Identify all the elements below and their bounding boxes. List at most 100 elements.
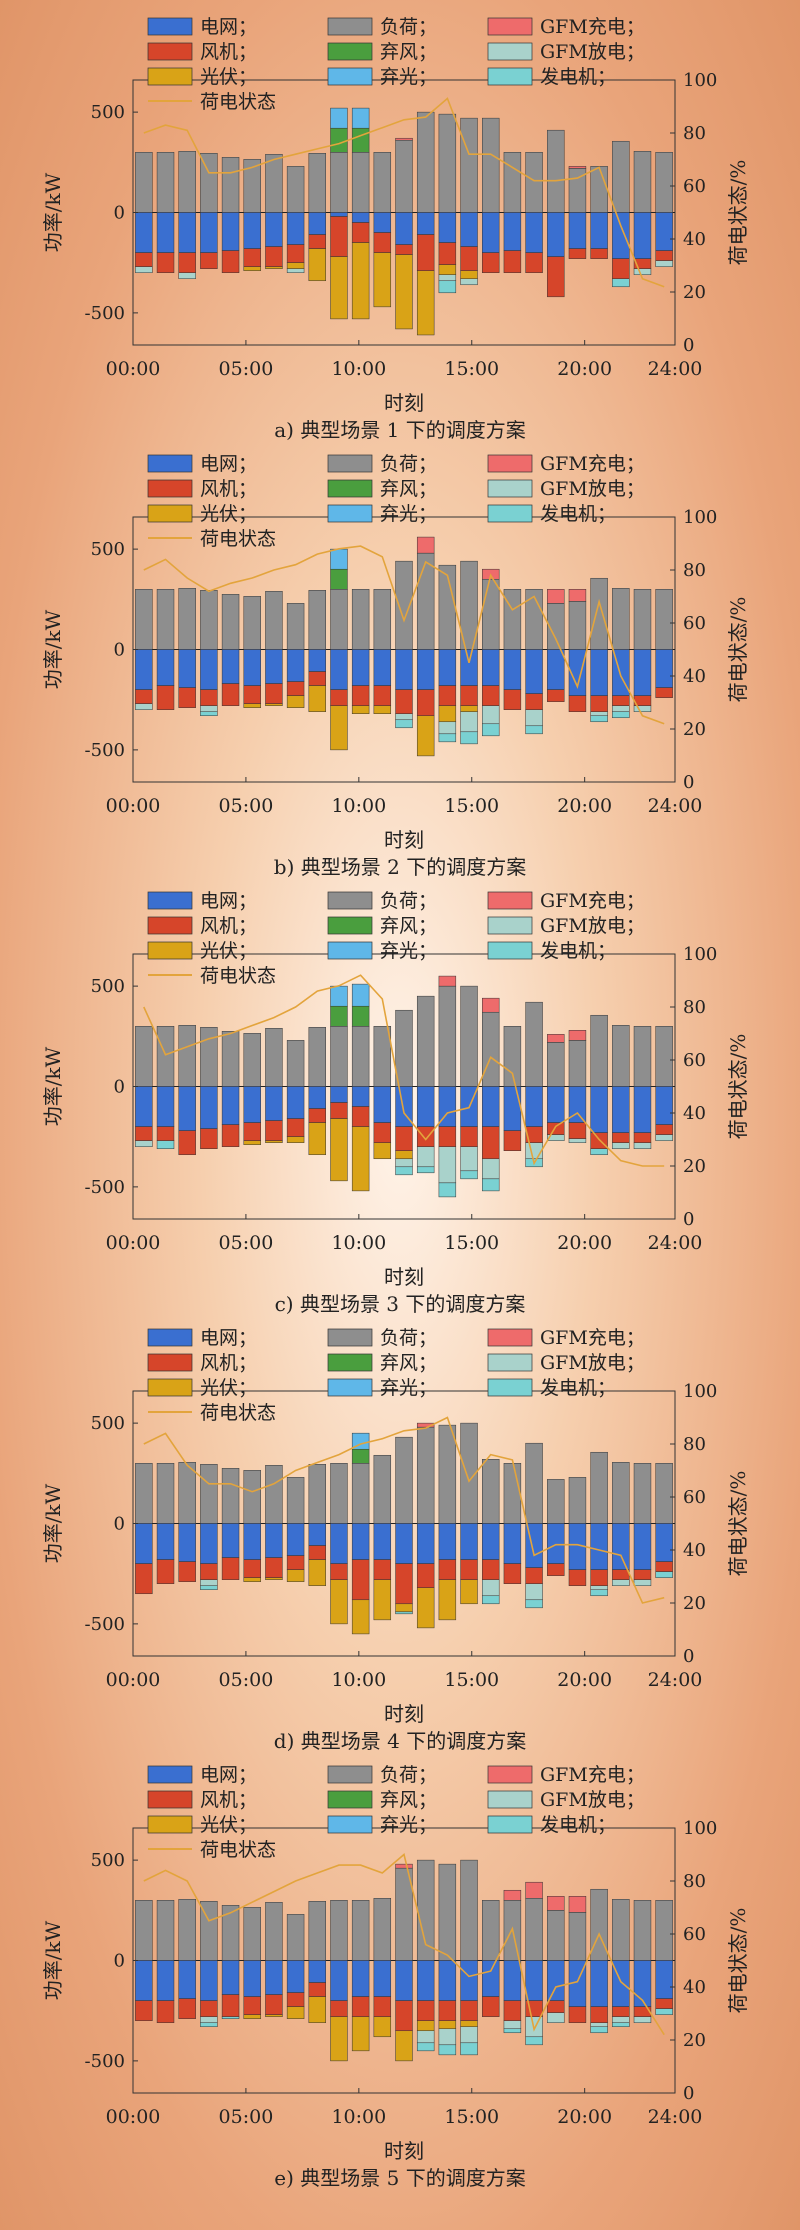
bar-gen [438,2044,457,2056]
legend-swatch-grid [147,1328,193,1347]
bar-grid [351,212,370,223]
legend-swatch-pv [147,67,193,86]
x-tick-label: 10:00 [331,1232,386,1254]
bar-grid [590,1523,608,1570]
bar-wind [655,1124,673,1135]
bar-grid [438,212,457,243]
bar-grid [416,1086,435,1127]
bar-grid [178,1086,196,1131]
bar-load [373,1898,392,1961]
x-tick-label: 00:00 [106,2106,161,2128]
bar-grid [395,1960,413,2001]
bar-load [308,1027,326,1087]
bar-load [351,1900,370,1961]
y-axis-label: 功率/kW [41,1920,65,2000]
bar-wind [286,1992,305,2007]
bar-wind [178,252,196,273]
bar-grid [547,649,565,690]
bar-wind [482,1996,500,2017]
bar-wind [156,1126,175,1141]
bar-grid [286,1523,305,1556]
y-tick-label: 0 [114,1077,125,1098]
bar-grid [286,1960,305,1993]
bar-grid [655,1960,673,1999]
bar-gfmd [482,705,500,725]
bar-gfmd [416,2030,435,2044]
bar-wind [221,250,240,273]
legend-label-wind: 风机； [200,915,257,937]
bar-gfmc [568,589,587,602]
bar-grid [330,1960,348,2001]
bar-pv [395,1603,413,1613]
legend-label-windc: 弃风； [380,478,437,500]
x-tick-label: 05:00 [219,2106,274,2128]
bar-load [135,589,153,650]
y2-tick-label: 0 [683,1209,694,1230]
legend-swatch-grid [147,454,193,473]
bar-load [525,1001,543,1087]
y2-axis-label: 荷电状态/% [726,1471,750,1577]
legend-swatch-pv [147,504,193,523]
y2-tick-label: 80 [683,1871,706,1892]
bar-load [178,151,196,213]
bar-wind [568,2006,587,2023]
bar-wind [612,1132,630,1143]
legend-label-gen: 发电机； [540,940,616,962]
legend-label-soc: 荷电状态 [200,1839,276,1861]
legend-label-grid: 电网； [200,453,257,475]
bar-grid [633,1086,652,1133]
bar-pv [460,270,478,279]
bar-load [416,1426,435,1524]
bar-load [482,1011,500,1087]
bar-wind [135,1563,153,1595]
bar-load [525,152,543,213]
bar-grid [612,1523,630,1570]
panel-1: -500 0 500 0 20 40 60 80 100 00:00 05:00 10:00 15:00… [41,16,750,442]
bar-load [416,995,435,1087]
bar-grid [373,212,392,233]
bar-pvc [351,107,370,129]
bar-wind [438,242,457,265]
bar-load [265,1465,283,1524]
bar-wind [395,1563,413,1605]
bar-load [482,1459,500,1524]
bar-load [135,1900,153,1961]
bar-wind [612,2006,630,2017]
legend-swatch-load [327,1765,373,1784]
bar-grid [308,1523,326,1546]
x-tick-label: 24:00 [648,1669,703,1691]
bar-wind [568,695,587,712]
legend-swatch-load [327,891,373,910]
y-axis-label: 功率/kW [41,172,65,252]
bar-wind [221,1994,240,2017]
bar-wind [156,252,175,273]
legend-swatch-wind [147,1790,193,1809]
x-tick-label: 15:00 [444,1232,499,1254]
bar-load [525,589,543,650]
bar-grid [590,649,608,696]
bar-windc [330,568,348,590]
bar-wind [351,1996,370,2017]
legend-swatch-wind [147,42,193,61]
bar-wind [243,1996,261,2015]
legend-swatch-gen [487,1815,533,1834]
legend-label-windc: 弃风； [380,915,437,937]
bar-gfmd [612,705,630,712]
bar-grid [373,1523,392,1560]
bar-pv [438,264,457,275]
legend-label-gfmc: GFM充电； [540,1764,645,1786]
legend-label-pv: 光伏； [200,66,257,88]
bar-pv [395,254,413,330]
bar-grid [547,212,565,257]
bar-grid [286,649,305,682]
bar-gen [655,2008,673,2015]
bar-grid [156,649,175,686]
x-axis-label: 时刻 [384,828,424,852]
legend-swatch-gfmc [487,1328,533,1347]
bar-wind [178,1998,196,2019]
bar-load [612,140,630,213]
bar-gen [482,723,500,737]
bar-grid [438,649,457,686]
bar-pv [460,2020,478,2028]
bar-wind [503,250,522,273]
